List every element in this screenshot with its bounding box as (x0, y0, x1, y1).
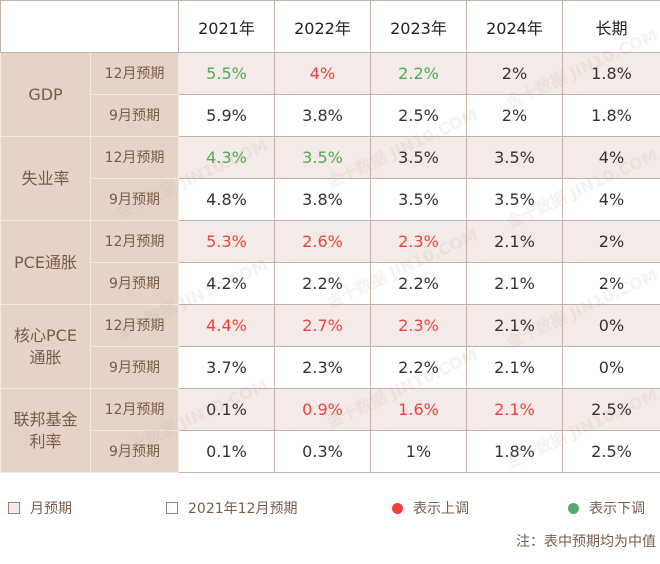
value-cell: 4.8% (178, 178, 275, 221)
column-header: 2023年 (370, 0, 467, 53)
value-cell: 2.3% (370, 220, 467, 263)
table-row: 9月预期 4.2% 2.2% 2.2% 2.1% 2% (1, 262, 660, 305)
square-icon (166, 502, 178, 514)
row-label: 12月预期 (90, 52, 179, 95)
value-cell: 2.1% (466, 262, 563, 305)
group-label: 失业率 (0, 136, 91, 221)
value-cell: 3.5% (466, 136, 563, 179)
value-cell: 2.1% (466, 220, 563, 263)
row-label: 12月预期 (90, 220, 179, 263)
value-cell: 2% (562, 220, 660, 263)
table-row: 9月预期 4.8% 3.8% 3.5% 3.5% 4% (1, 178, 660, 221)
table-row: PCE通胀 12月预期 5.3% 2.6% 2.3% 2.1% 2% (0, 220, 660, 305)
value-cell: 3.5% (274, 136, 371, 179)
value-cell: 1.8% (562, 52, 660, 95)
value-cell: 2.3% (370, 304, 467, 347)
value-cell: 2.5% (370, 94, 467, 137)
value-cell: 3.5% (370, 178, 467, 221)
green-dot-icon (568, 502, 579, 514)
value-cell: 5.3% (178, 220, 275, 263)
value-cell: 0% (562, 304, 660, 347)
row-label: 12月预期 (90, 136, 179, 179)
value-cell: 2.1% (466, 346, 563, 389)
value-cell: 0% (562, 346, 660, 389)
value-cell: 2% (466, 52, 563, 95)
value-cell: 4.3% (178, 136, 275, 179)
value-cell: 1.6% (370, 388, 467, 431)
value-cell: 2.1% (466, 388, 563, 431)
value-cell: 5.9% (178, 94, 275, 137)
value-cell: 2% (466, 94, 563, 137)
value-cell: 4.2% (178, 262, 275, 305)
value-cell: 3.7% (178, 346, 275, 389)
table-row: 核心PCE通胀 12月预期 4.4% 2.7% 2.3% 2.1% 0% (0, 304, 660, 389)
header-row: 2021年 2022年 2023年 2024年 长期 (0, 0, 660, 53)
value-cell: 2.1% (466, 304, 563, 347)
value-cell: 1.8% (562, 94, 660, 137)
square-icon (8, 502, 20, 514)
group-label: PCE通胀 (0, 220, 91, 305)
value-cell: 2.2% (274, 262, 371, 305)
corner-cell (0, 0, 179, 53)
legend-label: 月预期 (30, 501, 72, 517)
row-label: 12月预期 (90, 388, 179, 431)
value-cell: 4% (274, 52, 371, 95)
column-header: 长期 (562, 0, 660, 53)
value-cell: 0.1% (178, 388, 275, 431)
legend-month: 月预期 (8, 498, 72, 518)
legend-down: 表示下调 (568, 498, 645, 518)
value-cell: 3.8% (274, 178, 371, 221)
table-row: 9月预期 3.7% 2.3% 2.2% 2.1% 0% (1, 346, 660, 389)
value-cell: 1.8% (466, 430, 563, 473)
legend-dec: 2021年12月预期 (166, 498, 297, 518)
value-cell: 0.1% (178, 430, 275, 473)
value-cell: 3.5% (466, 178, 563, 221)
row-label: 12月预期 (90, 304, 179, 347)
column-header: 2021年 (178, 0, 275, 53)
forecast-table: 2021年 2022年 2023年 2024年 长期 GDP 12月预期 5.5% 4% 2.2… (0, 0, 660, 473)
table-row: 9月预期 5.9% 3.8% 2.5% 2% 1.8% (1, 94, 660, 137)
row-label: 9月预期 (90, 430, 179, 473)
table-row: GDP 12月预期 5.5% 4% 2.2% 2% 1.8% (0, 52, 660, 137)
value-cell: 2.5% (562, 388, 660, 431)
column-header: 2022年 (274, 0, 371, 53)
value-cell: 3.5% (370, 136, 467, 179)
value-cell: 2.5% (562, 430, 660, 473)
red-dot-icon (392, 502, 403, 514)
legend-label: 表示上调 (413, 501, 469, 517)
value-cell: 2.3% (274, 346, 371, 389)
legend-up: 表示上调 (392, 498, 469, 518)
table-row: 9月预期 0.1% 0.3% 1% 1.8% 2.5% (1, 430, 660, 473)
value-cell: 2.7% (274, 304, 371, 347)
value-cell: 2.2% (370, 52, 467, 95)
value-cell: 3.8% (274, 94, 371, 137)
value-cell: 4% (562, 178, 660, 221)
value-cell: 2.6% (274, 220, 371, 263)
value-cell: 2% (562, 262, 660, 305)
group-label: 核心PCE通胀 (0, 304, 91, 389)
group-label: GDP (0, 52, 91, 137)
row-label: 9月预期 (90, 262, 179, 305)
table-row: 联邦基金利率 12月预期 0.1% 0.9% 1.6% 2.1% 2.5% (0, 388, 660, 473)
value-cell: 0.3% (274, 430, 371, 473)
legend: 月预期 2021年12月预期 表示上调 表示下调 (0, 498, 660, 520)
row-label: 9月预期 (90, 178, 179, 221)
value-cell: 0.9% (274, 388, 371, 431)
note: 注：表中预期均为中值 (516, 534, 656, 550)
value-cell: 2.2% (370, 262, 467, 305)
value-cell: 5.5% (178, 52, 275, 95)
value-cell: 2.2% (370, 346, 467, 389)
value-cell: 4% (562, 136, 660, 179)
value-cell: 1% (370, 430, 467, 473)
table-row: 失业率 12月预期 4.3% 3.5% 3.5% 3.5% 4% (0, 136, 660, 221)
row-label: 9月预期 (90, 94, 179, 137)
column-header: 2024年 (466, 0, 563, 53)
row-label: 9月预期 (90, 346, 179, 389)
value-cell: 4.4% (178, 304, 275, 347)
group-label: 联邦基金利率 (0, 388, 91, 473)
legend-label: 表示下调 (589, 501, 645, 517)
legend-label: 2021年12月预期 (188, 501, 298, 517)
